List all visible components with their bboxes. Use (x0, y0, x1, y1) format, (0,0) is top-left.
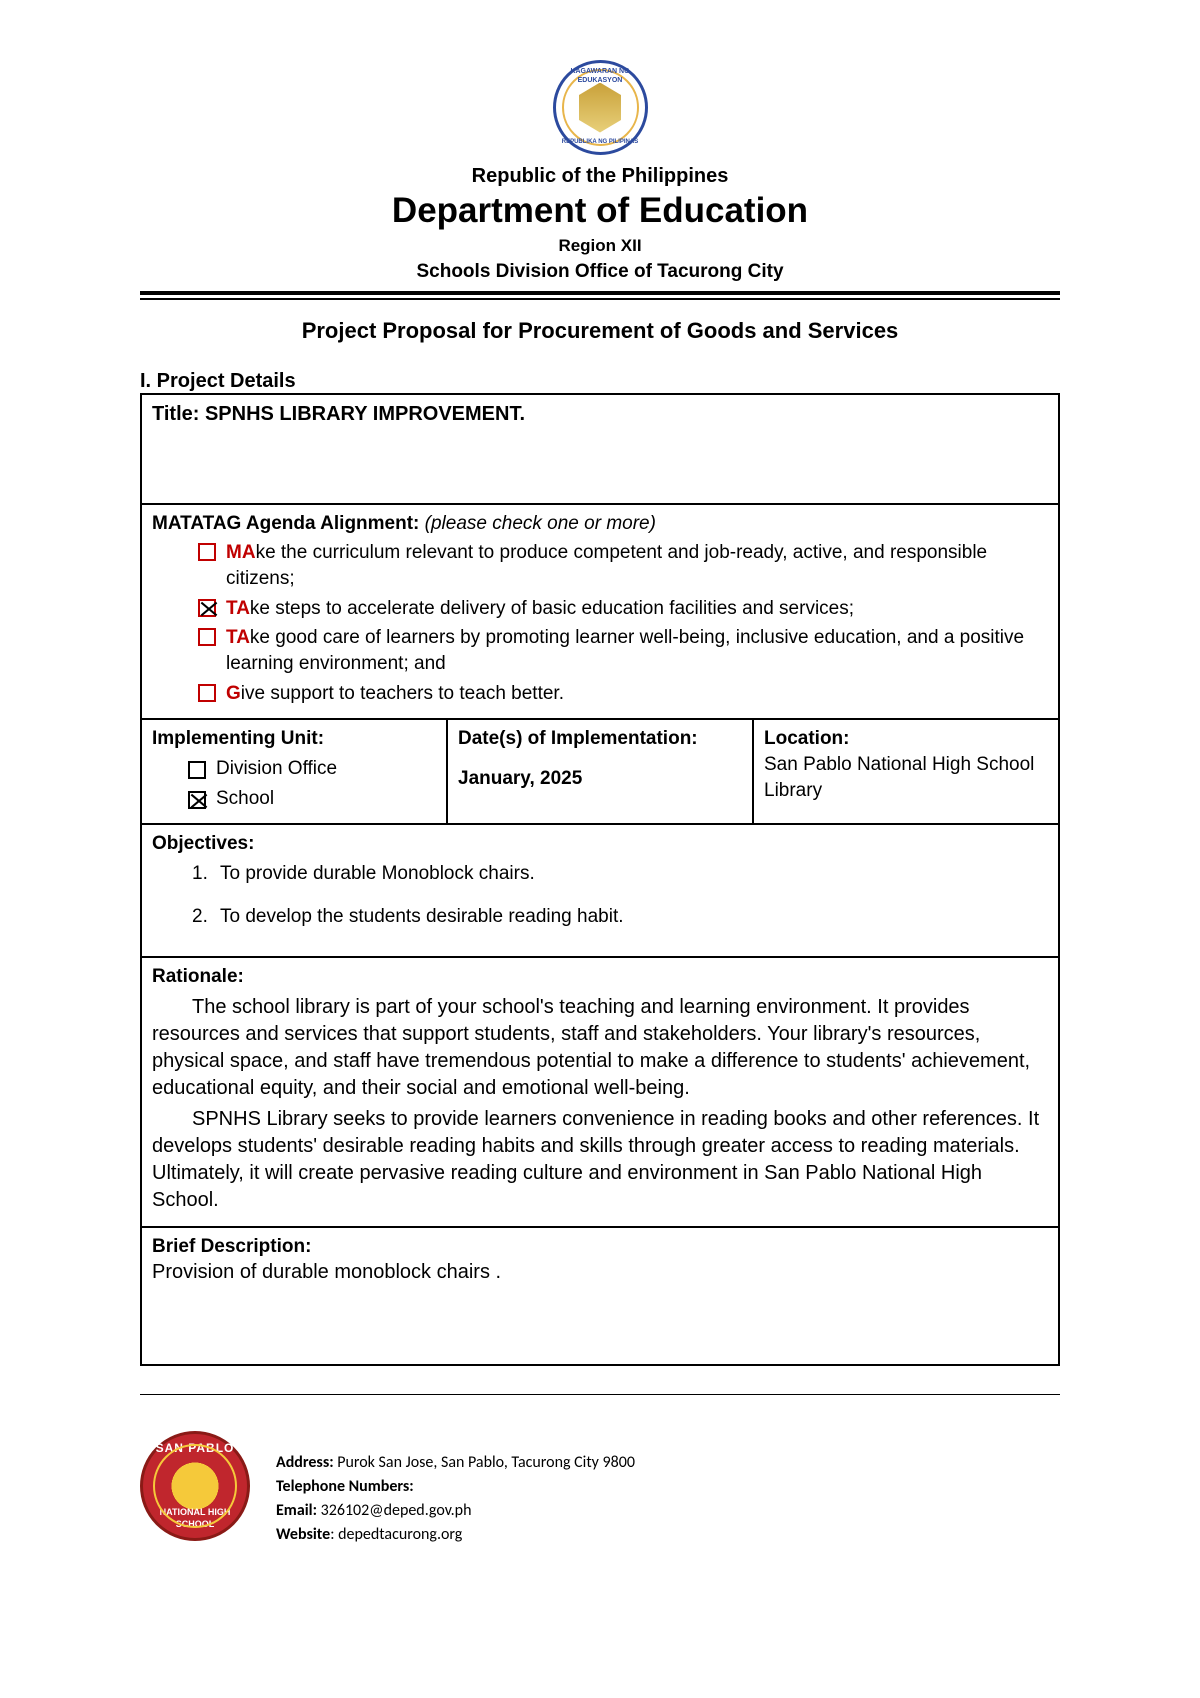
project-details-table: Title: SPNHS LIBRARY IMPROVEMENT. MATATA… (140, 393, 1060, 1367)
email-label: Email: (276, 1501, 321, 1520)
agenda-checkbox[interactable] (198, 684, 216, 702)
header-region: Region XII (140, 235, 1060, 258)
objective-item: 1.To provide durable Monoblock chairs. (192, 861, 1048, 887)
impl-option: School (188, 786, 436, 812)
impl-label: Division Office (216, 756, 337, 782)
proposal-main-title: Project Proposal for Procurement of Good… (140, 316, 1060, 346)
tel-label: Telephone Numbers: (276, 1477, 414, 1496)
agenda-cell: MATATAG Agenda Alignment: (please check … (141, 504, 1059, 719)
agenda-label: MATATAG Agenda Alignment: (152, 513, 425, 534)
agenda-text: MAke the curriculum relevant to produce … (226, 540, 1048, 591)
agenda-item: MAke the curriculum relevant to produce … (198, 540, 1048, 591)
agenda-item: TAke steps to accelerate delivery of bas… (198, 596, 1048, 622)
web-value: : depedtacurong.org (330, 1525, 462, 1544)
header-country: Republic of the Philippines (140, 163, 1060, 190)
agenda-text: TAke steps to accelerate delivery of bas… (226, 596, 854, 622)
dates-value: January, 2025 (458, 766, 742, 792)
web-label: Website (276, 1525, 330, 1544)
title-value: SPNHS LIBRARY IMPROVEMENT. (205, 403, 525, 425)
dates-label: Date(s) of Implementation: (458, 726, 742, 752)
dates-cell: Date(s) of Implementation: January, 2025 (447, 719, 753, 824)
section-1-heading: I. Project Details (140, 368, 1060, 395)
location-cell: Location: San Pablo National High School… (753, 719, 1059, 824)
document-footer: SAN PABLO NATIONAL HIGH SCHOOL Address: … (140, 1425, 1060, 1547)
address-value: Purok San Jose, San Pablo, Tacurong City… (337, 1453, 635, 1472)
footer-divider (140, 1394, 1060, 1395)
footer-contact: Address: Purok San Jose, San Pablo, Tacu… (276, 1431, 635, 1547)
objective-item: 2.To develop the students desirable read… (192, 904, 1048, 930)
agenda-hint: (please check one or more) (425, 513, 656, 534)
rationale-label: Rationale: (152, 964, 1048, 990)
agenda-text: Give support to teachers to teach better… (226, 681, 564, 707)
address-label: Address: (276, 1453, 337, 1472)
document-header: KAGAWARAN NG EDUKASYON REPUBLIKA NG PILI… (140, 60, 1060, 300)
agenda-item: Give support to teachers to teach better… (198, 681, 1048, 707)
agenda-checkbox[interactable] (198, 628, 216, 646)
seal-text-bottom: REPUBLIKA NG PILIPINAS (556, 138, 645, 146)
school-seal-top: SAN PABLO (143, 1440, 247, 1456)
impl-checkbox[interactable] (188, 791, 206, 809)
impl-label: School (216, 786, 274, 812)
school-seal-bottom: NATIONAL HIGH SCHOOL (143, 1506, 247, 1530)
agenda-text: TAke good care of learners by promoting … (226, 625, 1048, 676)
objectives-cell: Objectives: 1.To provide durable Monoblo… (141, 824, 1059, 957)
school-seal-icon: SAN PABLO NATIONAL HIGH SCHOOL (140, 1431, 250, 1541)
impl-option: Division Office (188, 756, 436, 782)
email-value: 326102@deped.gov.ph (321, 1501, 472, 1520)
header-divider (140, 291, 1060, 300)
agenda-checkbox[interactable] (198, 599, 216, 617)
title-cell: Title: SPNHS LIBRARY IMPROVEMENT. (141, 394, 1059, 504)
implementing-unit-label: Implementing Unit: (152, 726, 436, 752)
implementing-unit-cell: Implementing Unit: Division Office School (141, 719, 447, 824)
location-value: San Pablo National High School Library (764, 752, 1048, 803)
header-department: Department of Education (140, 192, 1060, 231)
location-label: Location: (764, 726, 1048, 752)
deped-seal-icon: KAGAWARAN NG EDUKASYON REPUBLIKA NG PILI… (553, 60, 648, 155)
agenda-checkbox[interactable] (198, 543, 216, 561)
header-sdo: Schools Division Office of Tacurong City (140, 259, 1060, 285)
impl-checkbox[interactable] (188, 761, 206, 779)
brief-value: Provision of durable monoblock chairs . (152, 1259, 1048, 1286)
rationale-paragraph: The school library is part of your schoo… (152, 994, 1048, 1102)
objectives-label: Objectives: (152, 831, 1048, 857)
brief-description-cell: Brief Description: Provision of durable … (141, 1227, 1059, 1366)
agenda-item: TAke good care of learners by promoting … (198, 625, 1048, 676)
title-label: Title: (152, 403, 205, 425)
rationale-cell: Rationale: The school library is part of… (141, 957, 1059, 1227)
brief-label: Brief Description: (152, 1234, 1048, 1260)
rationale-paragraph: SPNHS Library seeks to provide learners … (152, 1106, 1048, 1214)
